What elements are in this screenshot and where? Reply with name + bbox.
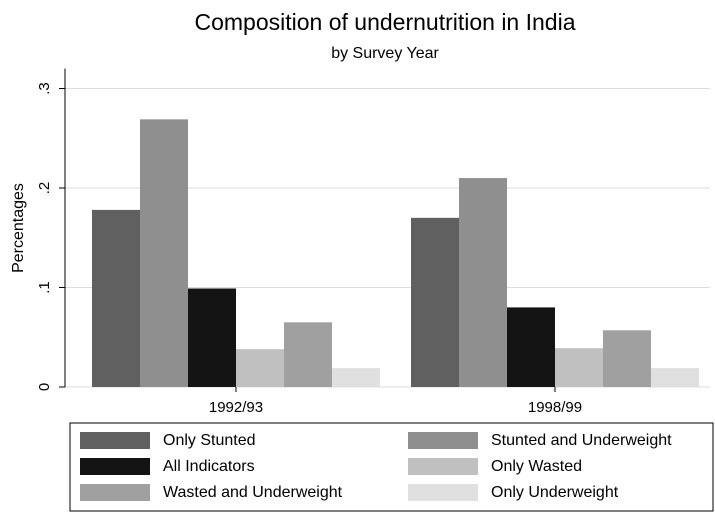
y-tick-label: .3 — [36, 82, 53, 95]
bar — [555, 348, 603, 387]
y-tick-label: .2 — [36, 182, 53, 195]
legend-swatch — [408, 458, 478, 475]
legend-label: All Indicators — [163, 458, 255, 475]
legend-swatch — [408, 432, 478, 449]
legend-label: Only Underweight — [491, 484, 619, 501]
chart-title: Composition of undernutrition in India — [194, 9, 575, 35]
chart-subtitle: by Survey Year — [331, 45, 439, 62]
bar — [651, 368, 699, 387]
y-axis-label: Percentages — [10, 183, 27, 273]
bar — [332, 368, 380, 387]
legend-swatch — [80, 432, 150, 449]
x-tick-label: 1998/99 — [528, 399, 582, 416]
y-tick-label: 0 — [36, 383, 53, 391]
legend-label: Only Stunted — [163, 432, 256, 449]
bar — [188, 288, 236, 387]
legend-label: Only Wasted — [491, 458, 582, 475]
bar — [603, 330, 651, 387]
legend-box — [69, 422, 714, 512]
bar — [92, 209, 140, 387]
x-tick-label: 1992/93 — [209, 399, 263, 416]
bar — [140, 119, 188, 387]
bar — [459, 178, 507, 387]
legend-swatch — [80, 484, 150, 501]
bar — [507, 307, 555, 387]
legend-swatch — [80, 458, 150, 475]
legend-label: Stunted and Underweight — [491, 432, 672, 449]
bar — [284, 322, 332, 387]
legend-label: Wasted and Underweight — [163, 484, 343, 501]
bar — [236, 349, 284, 387]
bar — [411, 217, 459, 387]
y-tick-label: .1 — [36, 281, 53, 294]
legend-swatch — [408, 484, 478, 501]
